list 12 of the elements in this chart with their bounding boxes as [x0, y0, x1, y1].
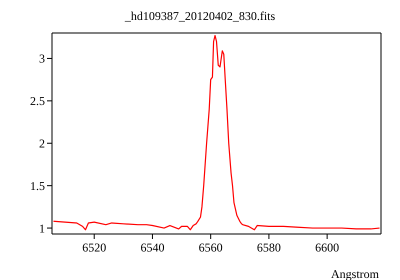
line-series [52, 34, 380, 230]
y-tick-label: 1.5 [30, 178, 45, 193]
x-tick-label: 6600 [315, 240, 340, 255]
y-tick-label: 2.5 [30, 94, 45, 108]
y-tick-label: 2 [39, 136, 45, 151]
x-tick-label: 6540 [140, 240, 164, 255]
x-tick-label: 6560 [198, 240, 223, 255]
x-tick-label: 6580 [256, 240, 281, 255]
chart-title: _hd109387_20120402_830.fits [124, 9, 276, 24]
x-tick-label: 6520 [82, 240, 106, 255]
y-tick-label: 3 [39, 52, 45, 66]
y-tick-label: 1 [39, 221, 45, 236]
